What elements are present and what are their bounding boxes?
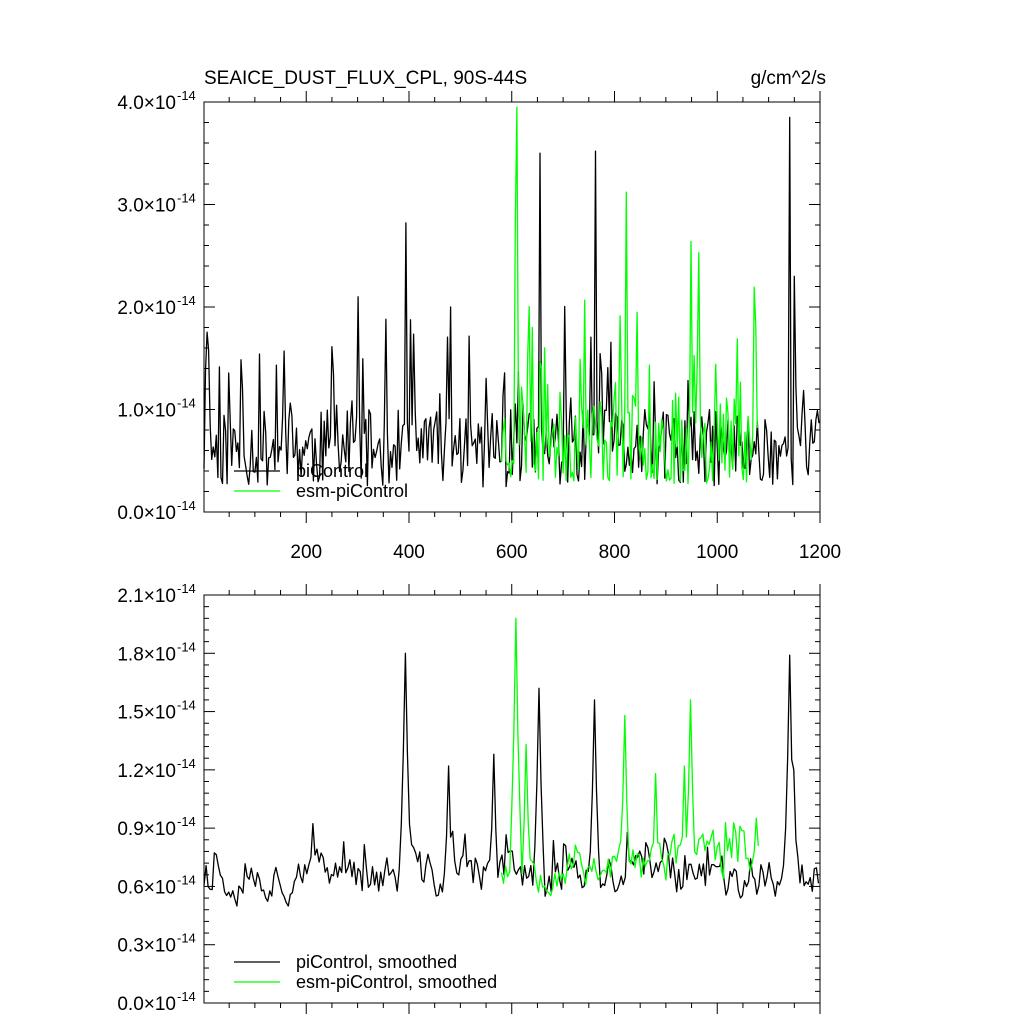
x-tick-label: 1200	[799, 542, 841, 563]
bottom-legend: piControl, smoothed esm-piControl, smoot…	[234, 952, 497, 992]
y-tick-label: 0.3×10-14	[117, 931, 195, 957]
legend-label-esm-picontrol-smoothed: esm-piControl, smoothed	[296, 972, 497, 992]
top-panel: 0.0×10-14 1.0×10-14 2.0×10-14 3.0×10-14 4.0×…	[117, 88, 841, 563]
y-tick-label: 3.0×10-14	[117, 191, 195, 217]
y-tick-label: 2.1×10-14	[117, 581, 195, 607]
x-tick-label: 400	[393, 542, 425, 563]
y-tick-label: 0.0×10-14	[117, 498, 195, 524]
y-tick-label: 4.0×10-14	[117, 88, 195, 114]
series-line-esm-picontrol-smoothed	[500, 617, 759, 897]
legend-label-picontrol-smoothed: piControl, smoothed	[296, 952, 457, 972]
bottom-series-group	[203, 617, 820, 907]
x-tick-label: 1000	[696, 542, 738, 563]
top-legend: piControl esm-piControl	[234, 461, 408, 501]
y-tick-label: 1.8×10-14	[117, 639, 195, 665]
x-tick-label: 200	[290, 542, 322, 563]
y-tick-label: 0.9×10-14	[117, 814, 195, 840]
series-line-esm-picontrol	[500, 106, 758, 485]
y-tick-label: 1.2×10-14	[117, 756, 195, 782]
y-tick-label: 0.0×10-14	[117, 989, 195, 1015]
top-series-group	[203, 106, 820, 488]
legend-label-picontrol: piControl	[296, 461, 368, 481]
y-tick-label: 2.0×10-14	[117, 293, 195, 319]
x-tick-label: 600	[496, 542, 528, 563]
y-tick-label: 1.5×10-14	[117, 698, 195, 724]
bottom-ticks-group: 0.0×10-14 0.3×10-14 0.6×10-14 0.9×10-14 1.2×…	[117, 581, 821, 1015]
chart-units: g/cm^2/s	[751, 68, 826, 89]
y-tick-label: 1.0×10-14	[117, 396, 195, 422]
y-tick-label: 0.6×10-14	[117, 872, 195, 898]
bottom-panel: 0.0×10-14 0.3×10-14 0.6×10-14 0.9×10-14 1.2×…	[117, 581, 821, 1015]
chart-title: SEAICE_DUST_FLUX_CPL, 90S-44S	[204, 68, 527, 89]
series-line-picontrol	[203, 116, 820, 488]
x-tick-label: 800	[599, 542, 631, 563]
legend-label-esm-picontrol: esm-piControl	[296, 481, 408, 501]
top-ticks-group: 0.0×10-14 1.0×10-14 2.0×10-14 3.0×10-14 4.0×…	[117, 88, 841, 563]
series-line-picontrol-smoothed	[203, 652, 820, 907]
